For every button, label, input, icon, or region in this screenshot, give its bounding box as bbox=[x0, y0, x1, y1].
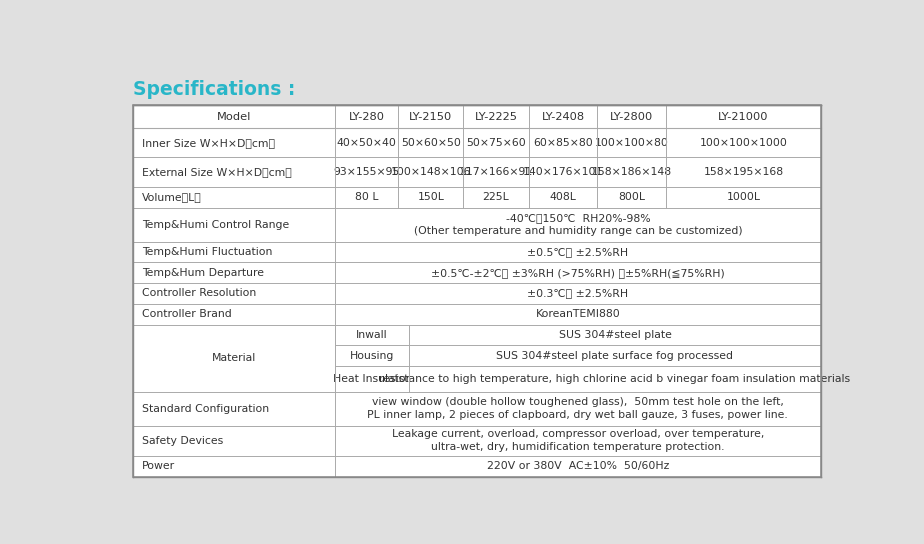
Text: Standard Configuration: Standard Configuration bbox=[142, 404, 269, 414]
Text: Specifications :: Specifications : bbox=[133, 80, 296, 99]
Text: 40×50×40: 40×50×40 bbox=[336, 138, 396, 147]
Text: LY-280: LY-280 bbox=[348, 112, 384, 122]
Text: 408L: 408L bbox=[550, 192, 577, 202]
Bar bbox=[133, 105, 821, 477]
Text: Volume（L）: Volume（L） bbox=[142, 192, 201, 202]
Text: Temp&Humi Control Range: Temp&Humi Control Range bbox=[142, 220, 289, 230]
Text: 158×195×168: 158×195×168 bbox=[703, 167, 784, 177]
Text: view window (double hollow toughened glass),  50mm test hole on the left,
PL inn: view window (double hollow toughened gla… bbox=[368, 397, 788, 421]
Text: 225L: 225L bbox=[482, 192, 509, 202]
Text: Inner Size W×H×D（cm）: Inner Size W×H×D（cm） bbox=[142, 138, 275, 147]
Text: 60×85×80: 60×85×80 bbox=[533, 138, 593, 147]
Text: LY-2225: LY-2225 bbox=[475, 112, 517, 122]
Text: ±0.3℃； ±2.5%RH: ±0.3℃； ±2.5%RH bbox=[528, 288, 628, 299]
Text: KoreanTEMI880: KoreanTEMI880 bbox=[536, 309, 620, 319]
Text: Safety Devices: Safety Devices bbox=[142, 436, 224, 446]
Text: 80 L: 80 L bbox=[355, 192, 378, 202]
Text: 100×100×80: 100×100×80 bbox=[595, 138, 669, 147]
Text: Controller Brand: Controller Brand bbox=[142, 309, 232, 319]
Text: 1000L: 1000L bbox=[726, 192, 760, 202]
Text: -40℃～150℃  RH20%-98%
(Other temperature and humidity range can be customized): -40℃～150℃ RH20%-98% (Other temperature a… bbox=[414, 213, 742, 236]
Text: ±0.5℃-±2℃； ±3%RH (>75%RH) ；±5%RH(≦75%RH): ±0.5℃-±2℃； ±3%RH (>75%RH) ；±5%RH(≦75%RH) bbox=[431, 268, 724, 278]
Text: 50×75×60: 50×75×60 bbox=[467, 138, 526, 147]
Text: ±0.5℃； ±2.5%RH: ±0.5℃； ±2.5%RH bbox=[528, 247, 628, 257]
Text: Temp&Hum Departure: Temp&Hum Departure bbox=[142, 268, 264, 278]
Text: External Size W×H×D（cm）: External Size W×H×D（cm） bbox=[142, 167, 292, 177]
Text: LY-2408: LY-2408 bbox=[541, 112, 585, 122]
Text: Housing: Housing bbox=[350, 351, 395, 361]
Text: resistance to high temperature, high chlorine acid b vinegar foam insulation mat: resistance to high temperature, high chl… bbox=[380, 374, 850, 384]
Text: 220V or 380V  AC±10%  50/60Hz: 220V or 380V AC±10% 50/60Hz bbox=[487, 461, 669, 471]
Text: Controller Resolution: Controller Resolution bbox=[142, 288, 256, 299]
Text: Leakage current, overload, compressor overload, over temperature,
ultra-wet, dry: Leakage current, overload, compressor ov… bbox=[392, 429, 764, 453]
Text: Inwall: Inwall bbox=[356, 330, 388, 340]
Text: Model: Model bbox=[217, 112, 251, 122]
Text: 150L: 150L bbox=[418, 192, 444, 202]
Bar bbox=[133, 105, 821, 477]
Text: SUS 304#steel plate surface fog processed: SUS 304#steel plate surface fog processe… bbox=[496, 351, 734, 361]
Text: 158×186×148: 158×186×148 bbox=[591, 167, 672, 177]
Text: 800L: 800L bbox=[618, 192, 645, 202]
Text: 93×155×95: 93×155×95 bbox=[334, 167, 400, 177]
Text: 117×166×91: 117×166×91 bbox=[459, 167, 532, 177]
Text: Temp&Humi Fluctuation: Temp&Humi Fluctuation bbox=[142, 247, 273, 257]
Text: SUS 304#steel plate: SUS 304#steel plate bbox=[558, 330, 672, 340]
Text: LY-2800: LY-2800 bbox=[610, 112, 653, 122]
Text: Heat Insulator: Heat Insulator bbox=[334, 374, 410, 384]
Text: 100×148×106: 100×148×106 bbox=[391, 167, 471, 177]
Text: LY-21000: LY-21000 bbox=[718, 112, 769, 122]
Text: 50×60×50: 50×60×50 bbox=[401, 138, 461, 147]
Text: LY-2150: LY-2150 bbox=[409, 112, 453, 122]
Text: Material: Material bbox=[212, 353, 256, 363]
Text: 140×176×101: 140×176×101 bbox=[523, 167, 603, 177]
Text: Power: Power bbox=[142, 461, 176, 471]
Text: 100×100×1000: 100×100×1000 bbox=[699, 138, 787, 147]
